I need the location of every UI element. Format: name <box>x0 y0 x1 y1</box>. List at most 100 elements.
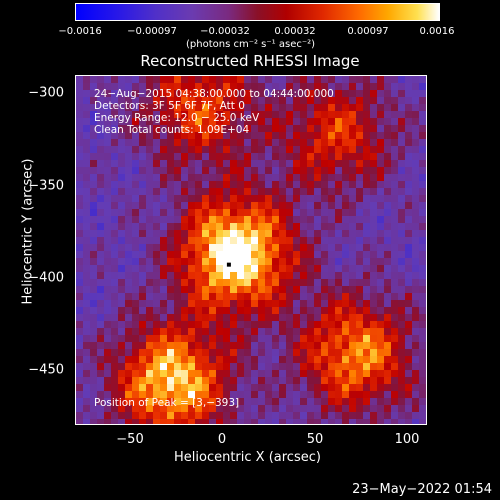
heatmap-cell <box>279 125 286 132</box>
heatmap-cell <box>223 216 230 223</box>
heatmap-cell <box>237 97 244 104</box>
heatmap-cell <box>370 146 377 153</box>
heatmap-cell <box>377 391 384 398</box>
heatmap-cell <box>398 265 405 272</box>
heatmap-cell <box>419 209 426 216</box>
heatmap-cell <box>328 237 335 244</box>
heatmap-cell <box>237 202 244 209</box>
heatmap-cell <box>272 90 279 97</box>
heatmap-cell <box>132 265 139 272</box>
heatmap-cell <box>167 377 174 384</box>
heatmap-cell <box>335 286 342 293</box>
heatmap-cell <box>118 132 125 139</box>
heatmap-cell <box>97 209 104 216</box>
heatmap-cell <box>363 335 370 342</box>
heatmap-cell <box>265 349 272 356</box>
heatmap-cell <box>118 377 125 384</box>
heatmap-cell <box>167 195 174 202</box>
heatmap-cell <box>391 377 398 384</box>
heatmap-cell <box>139 300 146 307</box>
heatmap-cell <box>132 167 139 174</box>
heatmap-cell <box>279 356 286 363</box>
heatmap-cell <box>258 195 265 202</box>
heatmap-cell <box>76 153 83 160</box>
heatmap-cell <box>405 216 412 223</box>
heatmap-cell <box>405 328 412 335</box>
heatmap-cell <box>286 181 293 188</box>
heatmap-cell <box>363 230 370 237</box>
heatmap-cell <box>377 97 384 104</box>
heatmap-cell <box>202 377 209 384</box>
heatmap-cell <box>335 237 342 244</box>
heatmap-cell <box>174 391 181 398</box>
heatmap-cell <box>363 125 370 132</box>
heatmap-cell <box>321 405 328 412</box>
heatmap-cell <box>279 174 286 181</box>
heatmap-cell <box>258 335 265 342</box>
heatmap-cell <box>314 279 321 286</box>
heatmap-cell <box>104 146 111 153</box>
heatmap-cell <box>405 307 412 314</box>
heatmap-cell <box>125 146 132 153</box>
heatmap-cell <box>377 405 384 412</box>
heatmap-cell <box>258 307 265 314</box>
heatmap-cell <box>279 209 286 216</box>
heatmap-cell <box>146 90 153 97</box>
heatmap-cell <box>230 167 237 174</box>
heatmap-cell <box>202 97 209 104</box>
heatmap-cell <box>377 160 384 167</box>
heatmap-cell <box>125 272 132 279</box>
heatmap-cell <box>370 97 377 104</box>
heatmap-cell <box>293 384 300 391</box>
heatmap-cell <box>300 398 307 405</box>
heatmap-cell <box>111 314 118 321</box>
heatmap-cell <box>293 83 300 90</box>
heatmap-cell <box>356 391 363 398</box>
heatmap-cell <box>335 167 342 174</box>
heatmap-cell <box>125 174 132 181</box>
heatmap-cell <box>314 90 321 97</box>
heatmap-cell <box>279 223 286 230</box>
heatmap-cell <box>97 188 104 195</box>
heatmap-cell <box>188 384 195 391</box>
heatmap-cell <box>391 160 398 167</box>
heatmap-cell <box>83 356 90 363</box>
heatmap-cell <box>356 300 363 307</box>
heatmap-cell <box>97 146 104 153</box>
heatmap-cell <box>230 146 237 153</box>
heatmap-cell <box>342 90 349 97</box>
heatmap-cell <box>216 76 223 83</box>
heatmap-cell <box>412 132 419 139</box>
heatmap-cell <box>167 202 174 209</box>
heatmap-cell <box>181 139 188 146</box>
heatmap-cell <box>160 272 167 279</box>
heatmap-cell <box>286 300 293 307</box>
heatmap-cell <box>265 328 272 335</box>
heatmap-cell <box>118 370 125 377</box>
colorbar <box>75 3 440 21</box>
heatmap-cell <box>363 174 370 181</box>
heatmap-cell <box>160 111 167 118</box>
heatmap-cell <box>342 405 349 412</box>
heatmap-cell <box>195 279 202 286</box>
heatmap-cell <box>244 314 251 321</box>
heatmap-cell <box>321 139 328 146</box>
heatmap-cell <box>300 97 307 104</box>
heatmap-cell <box>237 237 244 244</box>
heatmap-cell <box>419 356 426 363</box>
heatmap-cell <box>132 118 139 125</box>
heatmap-cell <box>90 90 97 97</box>
heatmap-cell <box>118 398 125 405</box>
heatmap-cell <box>307 202 314 209</box>
heatmap-cell <box>307 356 314 363</box>
heatmap-cell <box>349 237 356 244</box>
heatmap-cell <box>321 321 328 328</box>
heatmap-cell <box>328 251 335 258</box>
heatmap-cell <box>104 132 111 139</box>
heatmap-cell <box>223 265 230 272</box>
heatmap-cell <box>174 300 181 307</box>
heatmap-cell <box>153 76 160 83</box>
heatmap-cell <box>335 391 342 398</box>
heatmap-cell <box>139 405 146 412</box>
heatmap-cell <box>398 125 405 132</box>
